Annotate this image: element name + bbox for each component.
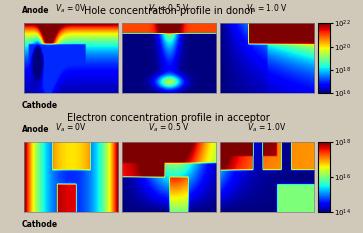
Text: $V_a$ = 0.5 V: $V_a$ = 0.5 V (148, 121, 189, 134)
Text: Electron concentration profile in acceptor: Electron concentration profile in accept… (68, 113, 270, 123)
Text: Cathode: Cathode (22, 101, 58, 110)
Text: $V_a$ = 0.5 V: $V_a$ = 0.5 V (148, 3, 189, 15)
Text: $V_a$ = 1.0V: $V_a$ = 1.0V (247, 121, 286, 134)
Text: Cathode: Cathode (22, 220, 58, 229)
Text: Anode: Anode (22, 6, 49, 15)
Text: Hole concentration profile in donor: Hole concentration profile in donor (84, 6, 254, 16)
Text: $V_a$ = 0V: $V_a$ = 0V (55, 121, 87, 134)
Text: $V_a$ = 0V: $V_a$ = 0V (55, 3, 87, 15)
Text: Anode: Anode (22, 125, 49, 134)
Text: $V_a$ = 1.0 V: $V_a$ = 1.0 V (246, 3, 287, 15)
